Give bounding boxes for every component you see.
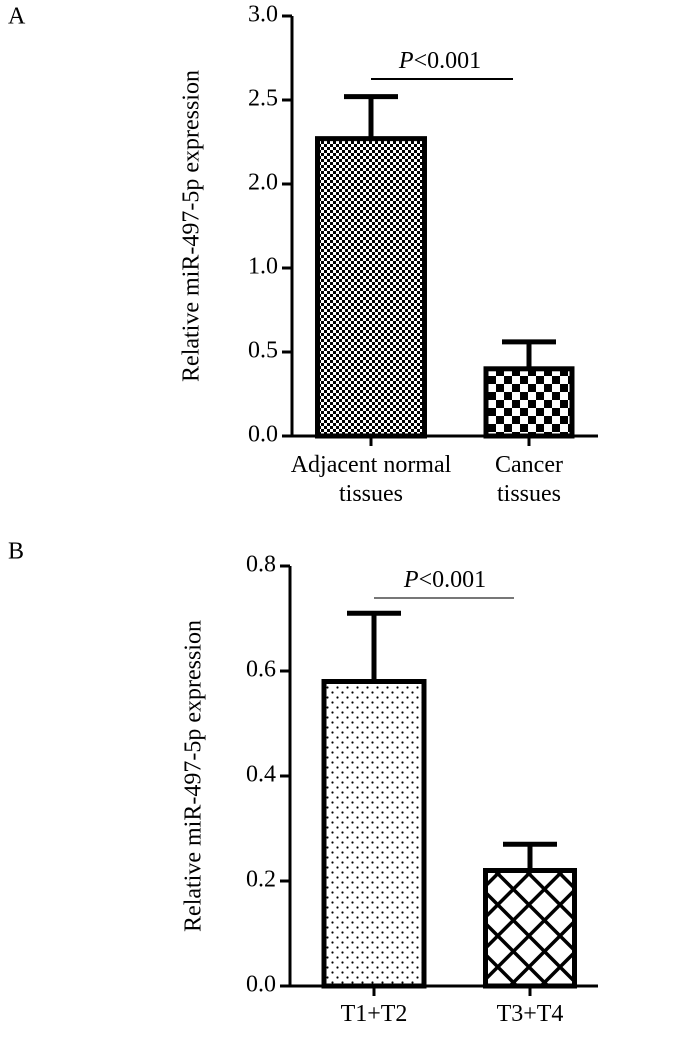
annotation-text: <0.001 [419, 567, 487, 593]
annotation-text: <0.001 [414, 48, 482, 74]
annotation-italic: P [403, 567, 419, 593]
y-tick-label: 0.4 [246, 762, 276, 788]
y-tick-label: 1.0 [248, 254, 278, 280]
y-tick-label: 2.0 [248, 170, 278, 196]
x-tick-label-box: T3+T4 [496, 1001, 564, 1027]
x-tick-label-box: Cancer tissues [495, 452, 563, 507]
y-tick-label: 0.5 [248, 338, 278, 364]
bar [483, 868, 577, 989]
x-tick-label: Adjacent normal tissues [290, 452, 452, 507]
x-tick-label: Cancer tissues [495, 452, 563, 507]
y-axis-title: Relative miR-497-5p expression [181, 620, 207, 932]
y-axis-title: Relative miR-497-5p expression [179, 70, 205, 382]
y-tick-label: 0.2 [246, 867, 276, 893]
y-tick-label: 2.5 [248, 86, 278, 112]
y-tick-label: 0.6 [246, 657, 276, 683]
y-tick-label: 0.8 [246, 552, 276, 578]
annotation-italic: P [398, 48, 414, 74]
annotation: P<0.001 [398, 48, 481, 74]
panel-label: A [8, 4, 26, 30]
bar [321, 679, 427, 989]
annotation: P<0.001 [403, 567, 486, 593]
x-tick-label: T1+T2 [340, 1001, 408, 1027]
x-tick-label-box: Adjacent normal tissues [290, 452, 452, 507]
x-tick-label: T3+T4 [496, 1001, 564, 1027]
y-tick-label: 0.0 [246, 972, 276, 998]
x-tick-label-box: T1+T2 [340, 1001, 408, 1027]
y-tick-label: 0.0 [248, 422, 278, 448]
bar [315, 136, 427, 439]
y-tick-label: 3.0 [248, 2, 278, 28]
bar [483, 366, 575, 439]
panel-label: B [8, 539, 24, 565]
